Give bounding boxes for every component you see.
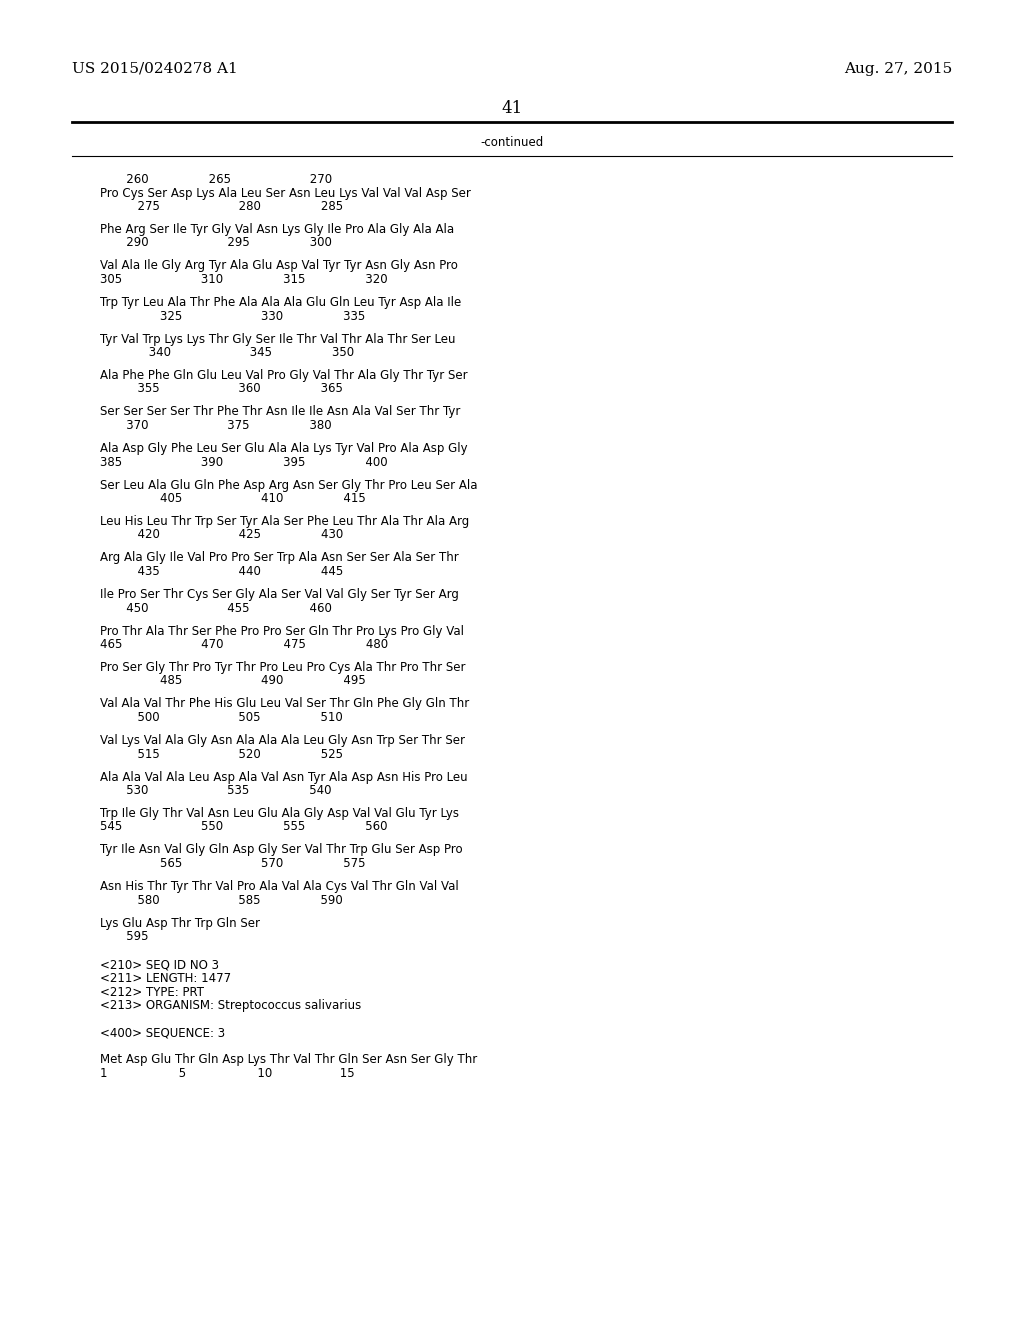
Text: Pro Ser Gly Thr Pro Tyr Thr Pro Leu Pro Cys Ala Thr Pro Thr Ser: Pro Ser Gly Thr Pro Tyr Thr Pro Leu Pro … [100, 661, 466, 675]
Text: <213> ORGANISM: Streptococcus salivarius: <213> ORGANISM: Streptococcus salivarius [100, 999, 361, 1012]
Text: 545                     550                555                560: 545 550 555 560 [100, 821, 387, 833]
Text: Tyr Ile Asn Val Gly Gln Asp Gly Ser Val Thr Trp Glu Ser Asp Pro: Tyr Ile Asn Val Gly Gln Asp Gly Ser Val … [100, 843, 463, 857]
Text: 595: 595 [100, 931, 148, 942]
Text: 260                265                     270: 260 265 270 [100, 173, 332, 186]
Text: 340                     345                350: 340 345 350 [100, 346, 354, 359]
Text: Met Asp Glu Thr Gln Asp Lys Thr Val Thr Gln Ser Asn Ser Gly Thr: Met Asp Glu Thr Gln Asp Lys Thr Val Thr … [100, 1053, 477, 1067]
Text: 435                     440                445: 435 440 445 [100, 565, 343, 578]
Text: Arg Ala Gly Ile Val Pro Pro Ser Trp Ala Asn Ser Ser Ala Ser Thr: Arg Ala Gly Ile Val Pro Pro Ser Trp Ala … [100, 552, 459, 565]
Text: 580                     585                590: 580 585 590 [100, 894, 343, 907]
Text: Ile Pro Ser Thr Cys Ser Gly Ala Ser Val Val Gly Ser Tyr Ser Arg: Ile Pro Ser Thr Cys Ser Gly Ala Ser Val … [100, 587, 459, 601]
Text: Phe Arg Ser Ile Tyr Gly Val Asn Lys Gly Ile Pro Ala Gly Ala Ala: Phe Arg Ser Ile Tyr Gly Val Asn Lys Gly … [100, 223, 454, 236]
Text: <400> SEQUENCE: 3: <400> SEQUENCE: 3 [100, 1027, 225, 1040]
Text: Aug. 27, 2015: Aug. 27, 2015 [844, 62, 952, 77]
Text: Ala Ala Val Ala Leu Asp Ala Val Asn Tyr Ala Asp Asn His Pro Leu: Ala Ala Val Ala Leu Asp Ala Val Asn Tyr … [100, 771, 468, 784]
Text: Val Ala Val Thr Phe His Glu Leu Val Ser Thr Gln Phe Gly Gln Thr: Val Ala Val Thr Phe His Glu Leu Val Ser … [100, 697, 469, 710]
Text: <212> TYPE: PRT: <212> TYPE: PRT [100, 986, 204, 999]
Text: Lys Glu Asp Thr Trp Gln Ser: Lys Glu Asp Thr Trp Gln Ser [100, 916, 260, 929]
Text: -continued: -continued [480, 136, 544, 149]
Text: 370                     375                380: 370 375 380 [100, 418, 332, 432]
Text: Ser Ser Ser Ser Thr Phe Thr Asn Ile Ile Asn Ala Val Ser Thr Tyr: Ser Ser Ser Ser Thr Phe Thr Asn Ile Ile … [100, 405, 461, 418]
Text: 500                     505                510: 500 505 510 [100, 711, 343, 723]
Text: Asn His Thr Tyr Thr Val Pro Ala Val Ala Cys Val Thr Gln Val Val: Asn His Thr Tyr Thr Val Pro Ala Val Ala … [100, 880, 459, 894]
Text: 565                     570                575: 565 570 575 [100, 857, 366, 870]
Text: Trp Tyr Leu Ala Thr Phe Ala Ala Ala Glu Gln Leu Tyr Asp Ala Ile: Trp Tyr Leu Ala Thr Phe Ala Ala Ala Glu … [100, 296, 461, 309]
Text: <211> LENGTH: 1477: <211> LENGTH: 1477 [100, 973, 231, 986]
Text: Val Ala Ile Gly Arg Tyr Ala Glu Asp Val Tyr Tyr Asn Gly Asn Pro: Val Ala Ile Gly Arg Tyr Ala Glu Asp Val … [100, 260, 458, 272]
Text: Tyr Val Trp Lys Lys Thr Gly Ser Ile Thr Val Thr Ala Thr Ser Leu: Tyr Val Trp Lys Lys Thr Gly Ser Ile Thr … [100, 333, 456, 346]
Text: <210> SEQ ID NO 3: <210> SEQ ID NO 3 [100, 960, 219, 972]
Text: 465                     470                475                480: 465 470 475 480 [100, 638, 388, 651]
Text: Pro Thr Ala Thr Ser Phe Pro Pro Ser Gln Thr Pro Lys Pro Gly Val: Pro Thr Ala Thr Ser Phe Pro Pro Ser Gln … [100, 624, 464, 638]
Text: 325                     330                335: 325 330 335 [100, 309, 366, 322]
Text: Trp Ile Gly Thr Val Asn Leu Glu Ala Gly Asp Val Val Glu Tyr Lys: Trp Ile Gly Thr Val Asn Leu Glu Ala Gly … [100, 807, 459, 820]
Text: 450                     455                460: 450 455 460 [100, 602, 332, 615]
Text: 530                     535                540: 530 535 540 [100, 784, 332, 797]
Text: 385                     390                395                400: 385 390 395 400 [100, 455, 388, 469]
Text: Leu His Leu Thr Trp Ser Tyr Ala Ser Phe Leu Thr Ala Thr Ala Arg: Leu His Leu Thr Trp Ser Tyr Ala Ser Phe … [100, 515, 469, 528]
Text: Ala Asp Gly Phe Leu Ser Glu Ala Ala Lys Tyr Val Pro Ala Asp Gly: Ala Asp Gly Phe Leu Ser Glu Ala Ala Lys … [100, 442, 468, 455]
Text: 485                     490                495: 485 490 495 [100, 675, 366, 688]
Text: 41: 41 [502, 100, 522, 117]
Text: 275                     280                285: 275 280 285 [100, 201, 343, 213]
Text: 1                   5                   10                  15: 1 5 10 15 [100, 1067, 354, 1080]
Text: Pro Cys Ser Asp Lys Ala Leu Ser Asn Leu Lys Val Val Val Asp Ser: Pro Cys Ser Asp Lys Ala Leu Ser Asn Leu … [100, 186, 471, 199]
Text: 305                     310                315                320: 305 310 315 320 [100, 273, 388, 286]
Text: 515                     520                525: 515 520 525 [100, 747, 343, 760]
Text: 405                     410                415: 405 410 415 [100, 492, 366, 506]
Text: US 2015/0240278 A1: US 2015/0240278 A1 [72, 62, 238, 77]
Text: Val Lys Val Ala Gly Asn Ala Ala Ala Leu Gly Asn Trp Ser Thr Ser: Val Lys Val Ala Gly Asn Ala Ala Ala Leu … [100, 734, 465, 747]
Text: Ser Leu Ala Glu Gln Phe Asp Arg Asn Ser Gly Thr Pro Leu Ser Ala: Ser Leu Ala Glu Gln Phe Asp Arg Asn Ser … [100, 479, 477, 491]
Text: 290                     295                300: 290 295 300 [100, 236, 332, 249]
Text: Ala Phe Phe Gln Glu Leu Val Pro Gly Val Thr Ala Gly Thr Tyr Ser: Ala Phe Phe Gln Glu Leu Val Pro Gly Val … [100, 370, 468, 381]
Text: 355                     360                365: 355 360 365 [100, 383, 343, 396]
Text: 420                     425                430: 420 425 430 [100, 528, 343, 541]
